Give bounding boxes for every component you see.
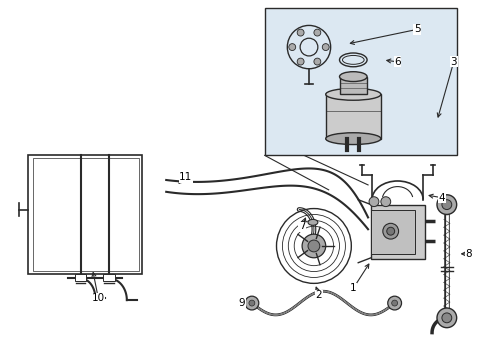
Circle shape [307,240,319,252]
Text: 11: 11 [179,172,192,182]
Bar [103,274,115,282]
Ellipse shape [307,219,317,225]
Text: 9: 9 [238,298,245,308]
Circle shape [387,296,401,310]
Circle shape [436,195,456,215]
Circle shape [368,197,378,207]
Bar [264,8,456,156]
Text: 10: 10 [92,293,104,303]
Circle shape [297,58,304,65]
Ellipse shape [339,72,366,82]
Circle shape [380,197,390,207]
Text: 4: 4 [438,193,444,203]
Circle shape [248,300,254,306]
Text: 5: 5 [413,24,420,34]
Circle shape [313,29,320,36]
Bar [339,77,366,94]
Circle shape [288,44,295,50]
Bar [370,210,414,254]
Circle shape [313,58,320,65]
Text: 6: 6 [393,57,400,67]
Text: 7: 7 [298,221,305,231]
Ellipse shape [325,133,380,145]
Circle shape [391,300,397,306]
Circle shape [441,313,451,323]
Bar [325,94,380,139]
Circle shape [386,227,394,235]
Text: 2: 2 [315,290,322,300]
Circle shape [297,29,304,36]
Bar [370,204,424,259]
Text: 8: 8 [464,249,471,259]
Circle shape [322,44,328,50]
Polygon shape [28,156,142,274]
Circle shape [244,296,258,310]
Ellipse shape [325,89,380,100]
Text: 3: 3 [449,57,456,67]
Circle shape [302,234,325,258]
Text: 1: 1 [349,283,356,293]
Circle shape [382,223,398,239]
Bar [75,274,86,282]
Circle shape [436,308,456,328]
Circle shape [441,200,451,210]
